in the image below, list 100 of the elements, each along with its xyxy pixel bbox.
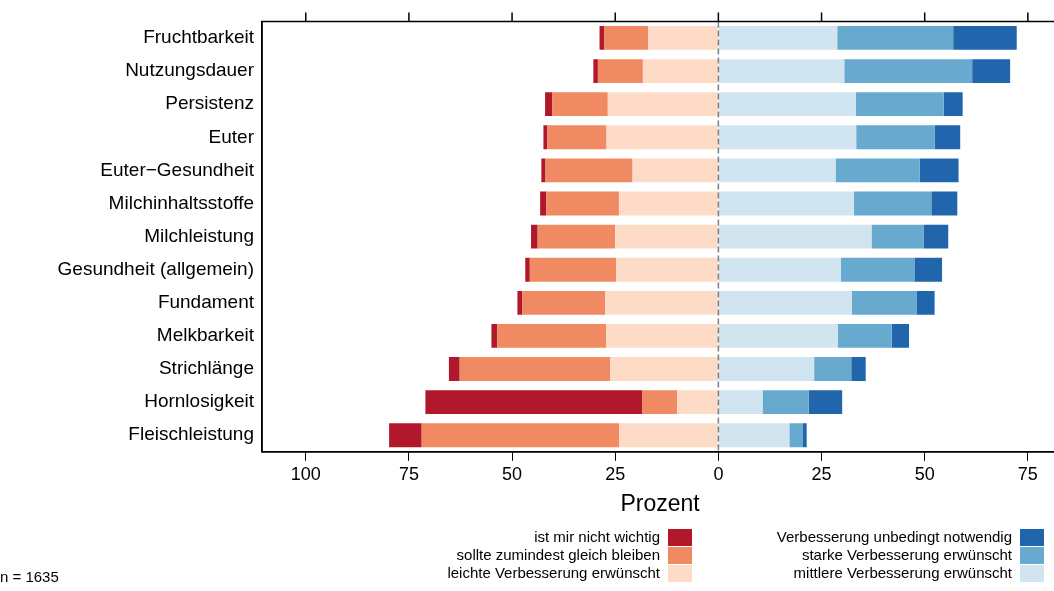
bar (853, 191, 932, 216)
bar (931, 191, 958, 216)
x-tick-label: 75 (398, 463, 419, 484)
bar (606, 125, 718, 150)
bar (541, 158, 546, 183)
bar (543, 125, 548, 150)
bar (389, 423, 422, 448)
bar (545, 158, 633, 183)
x-tick-label: 100 (290, 463, 321, 484)
legend-label: mittlere Verbesserung erwünscht (792, 564, 1013, 582)
bar (537, 224, 616, 249)
bar (916, 290, 935, 315)
y-tick-label: Strichlänge (158, 357, 254, 379)
bar (891, 324, 910, 348)
bar (762, 390, 809, 415)
bar (677, 390, 718, 415)
y-tick-label: Hornlosigkeit (144, 390, 255, 412)
bar (718, 290, 852, 315)
bar (642, 59, 718, 83)
bar (547, 125, 607, 150)
bar (802, 423, 807, 448)
bar (789, 423, 803, 448)
bar (808, 390, 843, 415)
legend-label: leichte Verbesserung erwünscht (446, 564, 661, 582)
bar (718, 324, 838, 348)
x-tick-label: 50 (502, 463, 523, 484)
legend-label: Verbesserung unbedingt notwendig (775, 528, 1013, 546)
bar (718, 191, 854, 216)
bar (718, 423, 790, 448)
bar (616, 257, 718, 282)
bar (615, 224, 718, 249)
x-tick-label: 25 (605, 463, 626, 484)
bar (540, 191, 547, 216)
bar (497, 324, 607, 348)
x-tick-label: 50 (914, 463, 935, 484)
bar (835, 158, 920, 183)
bar (459, 357, 611, 381)
bar (953, 26, 1017, 50)
y-tick-label: Gesundheit (allgemein) (57, 257, 254, 279)
bar (593, 59, 598, 83)
bar (525, 257, 530, 282)
bar (604, 26, 649, 50)
bar (972, 59, 1011, 83)
bar (851, 290, 917, 315)
bar (642, 390, 678, 415)
bar (718, 26, 838, 50)
y-tick-label: Melkbarkeit (156, 324, 255, 346)
bar (844, 59, 973, 83)
bar (837, 26, 954, 50)
bar (851, 357, 866, 381)
bar (607, 92, 718, 117)
bar (919, 158, 959, 183)
bar (718, 224, 872, 249)
y-tick-label: Euter (208, 125, 255, 147)
bar (855, 92, 944, 117)
bar (421, 423, 620, 448)
bar (517, 290, 523, 315)
y-tick-label: Milchleistung (144, 224, 254, 246)
y-tick-label: Milchinhaltsstoffe (108, 191, 254, 213)
bar (552, 92, 608, 117)
text: n = 1635 (0, 568, 59, 585)
bar (632, 158, 718, 183)
bar (718, 158, 836, 183)
y-tick-label: Euter−Gesundheit (100, 158, 255, 180)
bar (448, 357, 460, 381)
bar (718, 357, 815, 381)
x-tick-label: 25 (811, 463, 832, 484)
legend-label: starke Verbesserung erwünscht (800, 546, 1013, 564)
bar (871, 224, 924, 249)
y-tick-label: Fruchtbarkeit (143, 26, 255, 48)
bar (606, 324, 718, 348)
bar (491, 324, 498, 348)
legend-label: ist mir nicht wichtig (533, 528, 661, 546)
x-tick-label: 0 (713, 463, 724, 484)
bar (934, 125, 961, 150)
bar (718, 59, 845, 83)
bar (618, 191, 718, 216)
legend-label: sollte zumindest gleich bleiben (455, 546, 661, 564)
y-tick-label: Fleischleistung (128, 423, 254, 445)
bar (605, 290, 718, 315)
bar (856, 125, 935, 150)
bar (914, 257, 943, 282)
bar (529, 257, 617, 282)
bar (531, 224, 538, 249)
bar (619, 423, 718, 448)
x-axis-title: Prozent (620, 489, 701, 516)
bar (648, 26, 718, 50)
bar (522, 290, 606, 315)
bar (840, 257, 915, 282)
bar (814, 357, 852, 381)
bar (923, 224, 949, 249)
y-tick-label: Fundament (157, 291, 255, 313)
bar (546, 191, 619, 216)
x-tick-label: 75 (1017, 463, 1038, 484)
bar (610, 357, 718, 381)
bar (718, 125, 857, 150)
bar (425, 390, 643, 415)
bar (597, 59, 643, 83)
bar (718, 257, 841, 282)
y-tick-label: Nutzungsdauer (125, 59, 255, 81)
